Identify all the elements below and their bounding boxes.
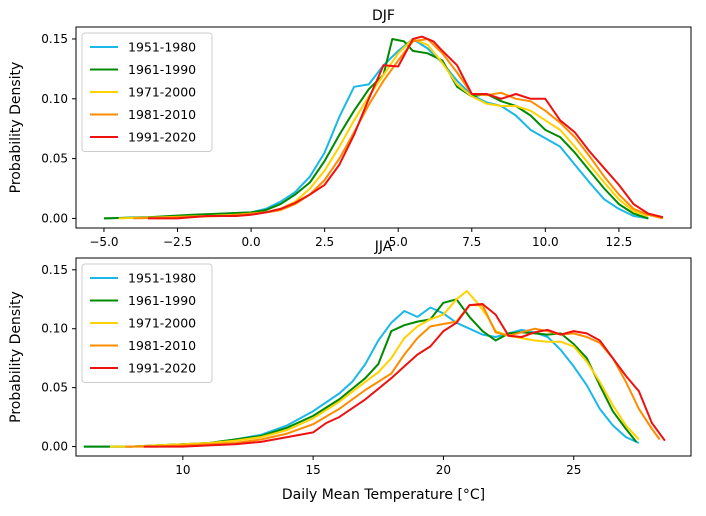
panel-1-series-line-1981-2010 [133, 38, 664, 220]
panel-2-xtick-label: 15 [305, 463, 320, 477]
panel-2-ytick-label: 0.00 [41, 440, 68, 454]
panel-1-ytick-label: 0.00 [41, 211, 68, 225]
panel-1-legend-entry: 1981-2010 [128, 107, 196, 122]
panel-1-axes-frame [75, 26, 692, 229]
panel-1-xtick-label: −5.0 [89, 235, 118, 249]
panel-1-xtick-label: −2.5 [163, 235, 192, 249]
panel-1-series-line-1991-2020 [148, 35, 664, 220]
panel-1-xtick-label: 10.0 [532, 235, 559, 249]
panel-2-legend [81, 263, 213, 383]
panel-2-ytick-label: 0.10 [41, 322, 68, 336]
panel-1-xtick-label: 0.0 [242, 235, 261, 249]
panel-1-ytick-label: 0.05 [41, 152, 68, 166]
panel-1-legend [81, 32, 213, 152]
panel-2-title: JJA [374, 239, 393, 255]
panel-2-legend-entry: 1991-2020 [128, 361, 196, 376]
panel-2-ylabel: Probability Density [8, 291, 24, 423]
panel-2-legend-entry: 1961-1990 [128, 293, 196, 308]
panel-1: DJF −5.0 −2.5 0.0 2.5 5.0 7.5 10.0 12.5 0.00 0.05 0… [8, 8, 692, 249]
panel-2-series-line-1991-2020 [143, 303, 666, 448]
panel-1-xtick-label: 7.5 [462, 235, 481, 249]
panel-1-legend-entry: 1951-1980 [128, 40, 196, 55]
panel-2-ytick-label: 0.05 [41, 381, 68, 395]
panel-1-xtick-label: 2.5 [315, 235, 334, 249]
panel-2-axes-frame [75, 257, 692, 457]
panel-2-ytick-label: 0.15 [41, 263, 68, 277]
panel-1-title: DJF [372, 8, 395, 24]
panel-1-ytick-label: 0.10 [41, 92, 68, 106]
panel-1-legend-entry: 1991-2020 [128, 130, 196, 145]
panel-1-legend-entry: 1971-2000 [128, 85, 196, 100]
panel-2-xlabel: Daily Mean Temperature [°C] [282, 487, 485, 503]
panel-1-series-line-1961-1990 [103, 38, 649, 220]
panel-2: JJA 10 15 20 25 0.00 0.05 0.10 0.15 Probability D… [8, 239, 692, 503]
panel-2-series-line-1971-2000 [109, 290, 640, 448]
panel-2-legend-entry: 1981-2010 [128, 338, 196, 353]
panel-1-xtick-label: 12.5 [606, 235, 633, 249]
panel-1-ylabel: Probability Density [8, 62, 24, 194]
panel-2-legend-entry: 1951-1980 [128, 271, 196, 286]
panel-2-legend-entry: 1971-2000 [128, 316, 196, 331]
panel-1-ytick-label: 0.15 [41, 32, 68, 46]
panel-2-xtick-label: 25 [566, 463, 581, 477]
panel-1-series-line-1951-1980 [103, 38, 649, 220]
panel-1-xtick-label: 5.0 [389, 235, 408, 249]
panel-2-xtick-label: 10 [175, 463, 190, 477]
panel-2-xtick-label: 20 [436, 463, 451, 477]
panel-1-legend-entry: 1961-1990 [128, 62, 196, 77]
